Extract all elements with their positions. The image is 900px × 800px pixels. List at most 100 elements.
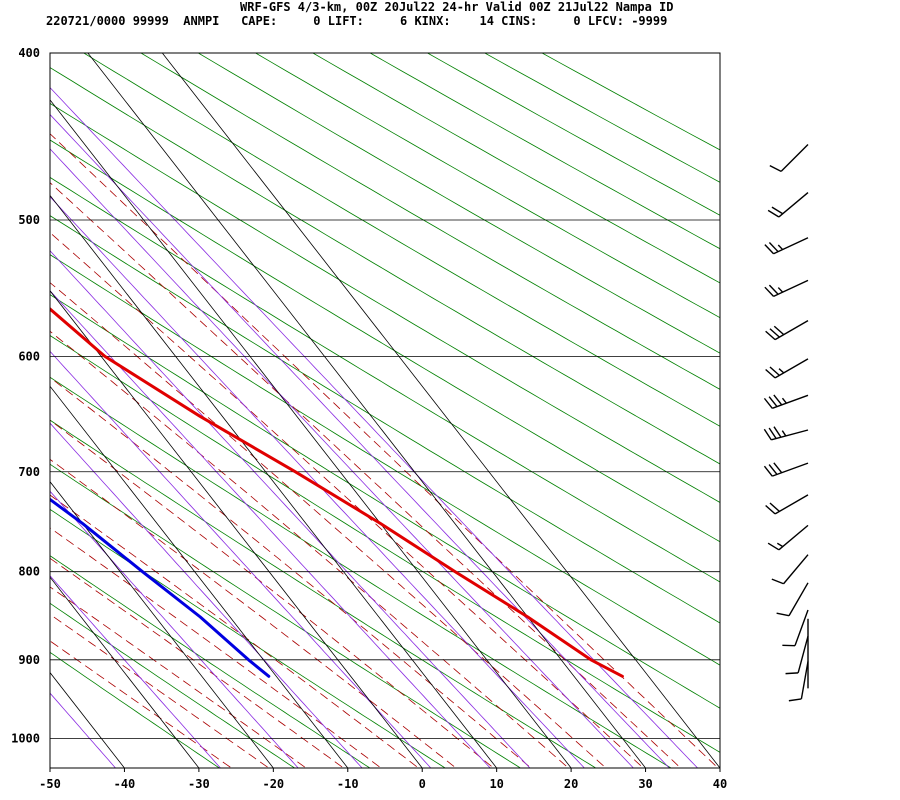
barb-feather — [767, 542, 780, 551]
moist-adiabat — [50, 527, 382, 768]
dry-adiabat — [483, 53, 720, 183]
mixing-ratio-line — [50, 692, 117, 768]
barb-feather — [763, 397, 773, 409]
barb-feather — [768, 284, 779, 295]
mixing-ratio-line — [50, 290, 491, 768]
barb-feather — [769, 165, 782, 172]
x-axis-ticks: -50 -40 -30 -20 -10 0 10 20 30 40 — [39, 768, 727, 791]
barb-feather — [765, 330, 776, 341]
barb-feather — [788, 698, 802, 702]
wind-barb — [776, 582, 809, 617]
moist-adiabat — [50, 640, 233, 768]
barb-feather — [764, 244, 775, 255]
dry-adiabat — [369, 53, 720, 250]
dry-adiabat — [197, 53, 720, 354]
dry-adiabat — [312, 53, 720, 284]
barb-staff — [774, 320, 809, 341]
wind-barb — [782, 609, 809, 647]
moist-adiabat — [50, 232, 644, 768]
wind-barbs — [763, 143, 809, 702]
barb-feather — [768, 464, 778, 475]
barb-feather — [768, 396, 778, 408]
dry-adiabat — [50, 463, 522, 768]
barb-staff — [800, 661, 809, 700]
barb-feather — [773, 394, 783, 406]
mixing-ratio-line — [50, 113, 670, 768]
wind-barb — [767, 524, 809, 551]
sounding-indices: 220721/0000 99999 ANMPI CAPE: 0 LIFT: 6 … — [46, 14, 668, 28]
isotherm — [50, 99, 572, 768]
dry-adiabat — [50, 254, 720, 666]
barb-staff — [797, 635, 809, 674]
dry-adiabat — [140, 53, 720, 390]
mixing-ratio-line — [50, 490, 299, 768]
y-tick-label: 700 — [18, 465, 40, 479]
dry-adiabat — [50, 215, 720, 624]
isotherm — [161, 53, 720, 768]
y-tick-label: 600 — [18, 349, 40, 363]
mixing-ratio-line — [50, 575, 222, 768]
dry-adiabat — [50, 102, 720, 503]
isotherm — [50, 385, 349, 768]
barb-feather — [773, 426, 782, 438]
wind-barb — [788, 661, 809, 702]
moist-adiabat — [50, 182, 682, 768]
moist-adiabat — [50, 557, 345, 768]
barb-half-feather — [781, 430, 787, 437]
barb-feather — [765, 368, 776, 379]
barb-staff — [773, 279, 809, 298]
wind-barb — [764, 237, 809, 255]
barb-feather — [785, 672, 799, 675]
isotherm — [50, 290, 423, 768]
barb-staff — [774, 358, 809, 379]
dry-adiabat — [50, 508, 446, 768]
barb-staff — [780, 143, 809, 172]
barb-feather — [763, 428, 772, 441]
wind-barb — [763, 462, 809, 477]
dry-adiabat — [254, 53, 720, 319]
moist-adiabat — [50, 330, 570, 768]
mixing-ratio-line — [50, 422, 363, 768]
mixing-ratio-line — [50, 86, 699, 768]
chart-title: WRF-GFS 4/3-km, 00Z 20Jul22 24-hr Valid … — [240, 0, 674, 14]
isotherm — [87, 53, 646, 768]
moist-adiabat — [50, 133, 719, 768]
dewpoint-line — [50, 497, 271, 678]
wind-barb — [765, 358, 809, 379]
barb-feather — [768, 427, 777, 439]
barb-staff — [778, 192, 809, 218]
wind-barb — [785, 635, 809, 675]
plot-frame — [49, 52, 721, 769]
barb-feather — [773, 462, 783, 474]
barb-staff — [774, 494, 809, 515]
barb-feather — [769, 328, 780, 338]
dry-adiabat — [50, 334, 720, 753]
barb-staff — [773, 237, 809, 255]
mixing-ratio-line — [50, 148, 634, 768]
dry-adiabat — [50, 176, 720, 583]
barb-half-feather — [777, 244, 784, 251]
x-tick-label: 0 — [419, 777, 426, 791]
x-tick-label: -20 — [262, 777, 284, 791]
barb-half-feather — [777, 287, 784, 293]
dry-adiabat — [83, 53, 720, 427]
wind-barb — [763, 394, 809, 409]
barb-staff — [772, 394, 809, 409]
barb-staff — [794, 609, 809, 646]
dry-adiabat — [50, 651, 221, 768]
x-tick-label: 20 — [564, 777, 578, 791]
moist-adiabat — [50, 282, 607, 768]
isotherm — [50, 576, 200, 768]
barb-feather — [773, 325, 785, 336]
y-tick-label: 1000 — [11, 732, 40, 746]
moist-adiabat — [50, 376, 532, 768]
barb-feather — [771, 206, 784, 215]
x-tick-label: -50 — [39, 777, 61, 791]
barb-staff — [778, 524, 809, 551]
x-tick-label: 30 — [638, 777, 652, 791]
wind-barb — [764, 279, 809, 298]
wind-barb — [765, 494, 809, 515]
barb-feather — [765, 504, 776, 515]
moist-adiabat — [50, 494, 420, 768]
